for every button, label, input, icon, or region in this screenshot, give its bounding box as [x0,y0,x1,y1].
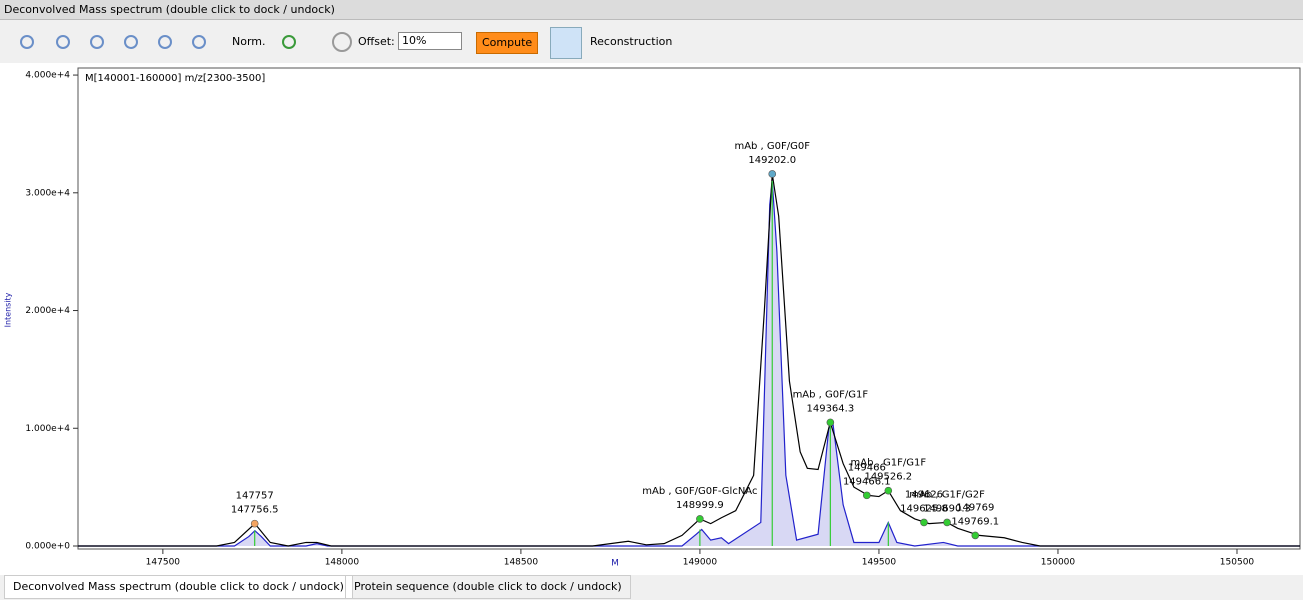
peak-marker [863,491,871,500]
peak-name: mAb , G1F/G1F [851,458,927,469]
peak-name: mAb , G0F/G1F [793,389,869,400]
x-tick-label: 148000 [325,558,360,568]
y-tick-label: 4.000e+4 [25,71,70,81]
plot-frame [77,67,1301,550]
peak-marker [920,518,928,527]
x-tick-label: 150500 [1220,558,1255,568]
reconstruction-menu[interactable]: Reconstruction [590,35,673,48]
zoom-next-icon[interactable] [192,35,206,49]
zoom-icon[interactable] [20,35,34,49]
peak-marker [250,519,259,528]
window-title[interactable]: Deconvolved Mass spectrum (double click … [0,0,1303,20]
peak-label: 149526.2 [864,472,912,483]
tab[interactable]: Protein sequence (double click to dock /… [345,575,631,599]
peak-marker [696,515,704,523]
reconstruction-toggle[interactable] [550,27,582,59]
offset-label: Offset: [358,35,395,48]
toolbar: Norm. Offset: 10% Compute Reconstruction [0,21,1303,63]
x-axis-label: M [611,559,619,569]
y-tick-label: 3.000e+4 [25,188,70,198]
peak-name: 147757 [236,491,274,502]
chart-subtitle: M[140001-160000] m/z[2300-3500] [85,73,265,84]
peak-label: 148999.9 [676,500,724,511]
peak-name: 149626 [905,489,943,500]
zoom-in-icon[interactable] [56,35,70,49]
y-axis-label: Intensity [4,292,13,327]
peak-label: 149625.8 [900,503,948,514]
peak-name: mAb , G1F/G2F [909,489,985,500]
peak-marker [826,418,835,427]
x-tick-label: 150000 [1041,558,1076,568]
search-icon[interactable] [282,35,296,49]
peak-marker [943,518,951,527]
peak-label: 149202.0 [748,155,796,166]
spectrum-line [78,173,1300,547]
peak-label: 149769.1 [951,516,999,527]
pan-icon[interactable] [124,35,138,49]
peak-name: 149769 [956,502,994,513]
y-tick-label: 1.000e+4 [25,424,70,434]
zoom-out-icon[interactable] [90,35,104,49]
peak-name: mAb , G0F/G0F [734,141,810,152]
peak-name: 149466 [848,462,886,473]
tab[interactable]: Deconvolved Mass spectrum (double click … [4,575,353,599]
x-tick-label: 148500 [504,558,539,568]
peak-marker [971,531,980,540]
norm-button[interactable]: Norm. [232,35,266,48]
compute-button[interactable]: Compute [476,32,539,54]
x-tick-label: 147500 [146,558,181,568]
peak-label: 149364.3 [806,403,854,414]
x-tick-label: 149500 [862,558,897,568]
spectrum-line [78,180,1300,547]
chart: M[140001-160000] m/z[2300-3500] Intensit… [0,63,1303,575]
peak-marker [768,170,777,178]
y-tick-label: 2.000e+4 [25,306,70,316]
x-tick-label: 149000 [683,558,718,568]
offset-input[interactable]: 10% [398,32,462,50]
peak-label: 147756.5 [231,505,279,516]
tab-bar: Deconvolved Mass spectrum (double click … [0,575,1303,600]
peak-name: mAb , G0F/G0F-GlcNAc [642,486,757,497]
y-tick-label: 0.000e+0 [25,541,70,551]
zoom-prev-icon[interactable] [158,35,172,49]
peak-marker [884,486,893,495]
settings-icon[interactable] [332,32,352,52]
peak-label: 149690.3 [923,503,971,514]
peak-label: 149466.1 [843,476,891,487]
